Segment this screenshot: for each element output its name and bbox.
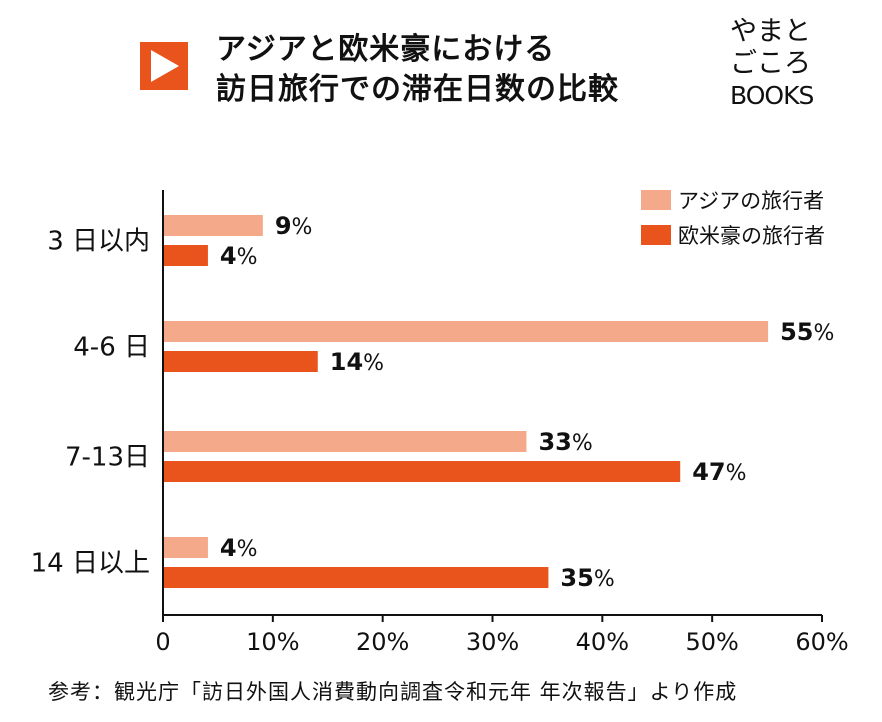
logo-line-3: BOOKS — [730, 81, 814, 110]
category-label: 4-6 日 — [73, 333, 150, 363]
bar-western — [164, 245, 208, 266]
chart-title: アジアと欧米豪における 訪日旅行での滞在日数の比較 — [216, 30, 619, 110]
legend-swatch — [641, 225, 671, 245]
data-label: 4% — [220, 534, 258, 562]
x-tick-label: 50% — [685, 628, 738, 656]
logo-line-1: やまと — [730, 16, 811, 47]
bar-asia — [164, 321, 769, 342]
data-label: 47% — [692, 458, 746, 486]
play-icon — [140, 42, 188, 90]
x-tick-label: 30% — [466, 628, 519, 656]
title-line-1: アジアと欧米豪における — [216, 32, 556, 67]
data-label: 55% — [780, 318, 834, 346]
category-label: 14 日以上 — [31, 549, 150, 579]
data-label: 14% — [330, 348, 384, 376]
bar-asia — [164, 537, 208, 558]
bar-asia — [164, 431, 527, 452]
bar-asia — [164, 215, 263, 236]
bar-western — [164, 351, 318, 372]
data-label: 4% — [220, 242, 258, 270]
category-label: 7-13日 — [65, 443, 150, 473]
brand-logo: やまと ごころ BOOKS — [730, 16, 814, 112]
category-label: 3 日以内 — [47, 227, 150, 257]
x-tick-label: 40% — [576, 628, 629, 656]
x-tick-label: 10% — [246, 628, 299, 656]
title-line-2: 訪日旅行での滞在日数の比較 — [216, 72, 619, 107]
x-tick-label: 60% — [795, 628, 848, 656]
x-tick-label: 0 — [155, 628, 170, 656]
data-label: 9% — [275, 212, 313, 240]
bar-western — [164, 567, 549, 588]
logo-line-2: ごころ — [730, 48, 811, 79]
source-note: 参考：観光庁「訪日外国人消費動向調査令和元年 年次報告」より作成 — [48, 680, 738, 704]
legend-label: 欧米豪の旅行者 — [678, 224, 825, 248]
x-tick-label: 20% — [356, 628, 409, 656]
legend-swatch — [641, 190, 671, 210]
bar-western — [164, 461, 681, 482]
legend-label: アジアの旅行者 — [678, 189, 824, 213]
data-label: 33% — [538, 428, 592, 456]
data-label: 35% — [560, 564, 614, 592]
